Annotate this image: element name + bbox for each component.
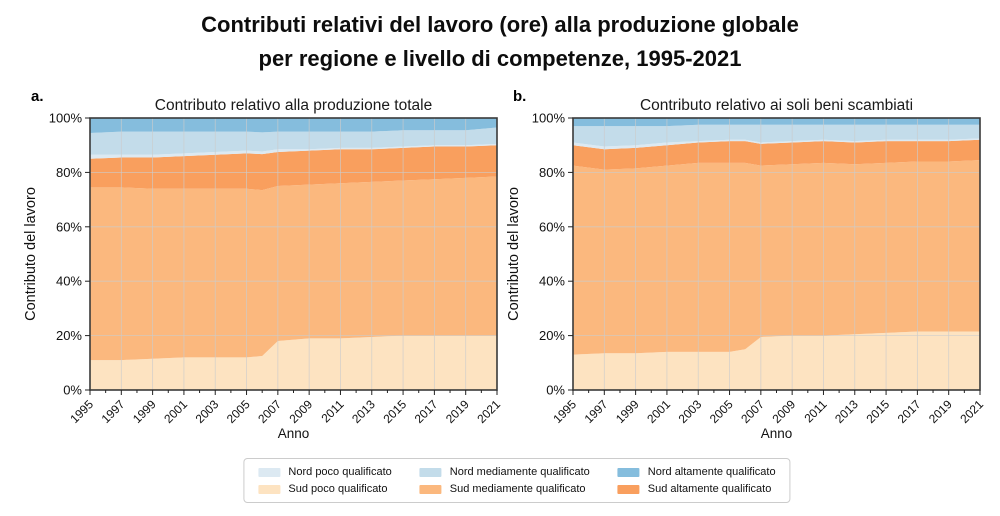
x-tick-label: 2019	[926, 397, 955, 426]
x-tick-label: 1995	[550, 397, 579, 426]
legend-swatch-nord-alt	[617, 467, 640, 477]
area-sud-poco	[573, 331, 980, 390]
figure-title-line1: Contributi relativi del lavoro (ore) all…	[201, 12, 799, 37]
area-sud-alt	[573, 139, 980, 170]
x-tick-label: 2013	[832, 397, 861, 426]
legend-swatch-nord-med	[419, 467, 442, 477]
x-axis-label: Anno	[761, 426, 793, 441]
figure-title: Contributi relativi del lavoro (ore) all…	[0, 8, 1000, 76]
y-tick-label: 80%	[539, 165, 565, 180]
subplot-title: Contributo relativo alla produzione tota…	[155, 97, 432, 114]
stacked-areas	[90, 118, 497, 390]
gridlines	[573, 118, 980, 390]
area-sud-poco	[90, 335, 497, 390]
legend-label-sud-poco: Sud poco qualificato	[288, 483, 388, 495]
legend-item-sud-med: Sud mediamente qualificato	[419, 483, 590, 495]
area-nord-alt	[90, 118, 497, 133]
x-tick-label: 2013	[349, 397, 378, 426]
ticks	[568, 117, 981, 395]
legend-swatch-sud-med	[419, 484, 442, 494]
x-tick-label: 1995	[67, 397, 96, 426]
legend: Nord poco qualificato Nord mediamente qua…	[243, 458, 791, 503]
legend-label-nord-med: Nord mediamente qualificato	[449, 466, 590, 478]
x-tick-label: 2021	[957, 397, 986, 426]
x-tick-label: 1999	[613, 397, 642, 426]
x-tick-label: 2009	[769, 397, 798, 426]
x-tick-label: 2011	[801, 397, 829, 425]
y-axis-label: Contributo del lavoro	[506, 187, 522, 321]
x-tick-label: 2005	[707, 397, 736, 426]
x-tick-label: 1999	[130, 397, 159, 426]
x-tick-label: 1997	[99, 397, 128, 426]
y-tick-label: 20%	[539, 328, 565, 343]
y-tick-label: 40%	[539, 274, 565, 289]
panel-label-b: b.	[513, 88, 527, 105]
x-tick-label: 2005	[224, 397, 253, 426]
legend-item-sud-alt: Sud altamente qualificato	[617, 483, 776, 495]
area-nord-med	[573, 124, 980, 147]
legend-item-sud-poco: Sud poco qualificato	[258, 483, 391, 495]
y-tick-label: 0%	[546, 383, 565, 398]
chart-b-canvas: 1995 1997 1999 2001 2003 2005 2007 2009 2011 2013…	[506, 97, 986, 441]
chart-a-canvas: 1995 1997 1999 2001 2003 2005 2007 2009 2011 2013…	[23, 97, 503, 441]
x-tick-label: 2009	[286, 397, 315, 426]
figure-title-line2: per regione e livello di competenze, 199…	[258, 46, 742, 71]
x-tick-label: 2015	[863, 397, 892, 426]
legend-label-sud-med: Sud mediamente qualificato	[449, 483, 586, 495]
area-sud-med	[573, 160, 980, 355]
y-tick-label: 60%	[56, 219, 82, 234]
panel-label-a: a.	[31, 88, 44, 105]
y-axis-label: Contributo del lavoro	[23, 187, 39, 321]
x-tick-label: 2001	[644, 397, 673, 426]
x-tick-label: 2001	[161, 397, 190, 426]
legend-label-nord-alt: Nord altamente qualificato	[647, 466, 776, 478]
x-tick-label: 2007	[738, 397, 767, 426]
legend-item-nord-med: Nord mediamente qualificato	[419, 466, 590, 478]
y-tick-label: 60%	[539, 219, 565, 234]
x-tick-label: 2017	[412, 397, 441, 426]
legend-swatch-sud-alt	[617, 484, 640, 494]
legend-item-nord-poco: Nord poco qualificato	[258, 466, 392, 478]
gridlines	[90, 118, 497, 390]
area-nord-alt	[573, 118, 980, 127]
stacked-areas	[573, 118, 980, 390]
x-tick-label: 2003	[676, 397, 705, 426]
area-nord-med	[90, 127, 497, 155]
x-tick-label: 2019	[443, 397, 472, 426]
x-tick-label: 1997	[582, 397, 611, 426]
x-tick-label: 2003	[193, 397, 222, 426]
y-tick-label: 40%	[56, 274, 82, 289]
area-nord-poco	[573, 138, 980, 150]
legend-item-nord-alt: Nord altamente qualificato	[617, 466, 776, 478]
subplot-title: Contributo relativo ai soli beni scambia…	[640, 97, 913, 114]
x-tick-label: 2007	[255, 397, 284, 426]
area-sud-med	[90, 176, 497, 361]
legend-label-nord-poco: Nord poco qualificato	[288, 466, 392, 478]
y-tick-label: 80%	[56, 165, 82, 180]
legend-swatch-nord-poco	[258, 467, 281, 477]
legend-label-sud-alt: Sud altamente qualificato	[647, 483, 772, 495]
area-sud-alt	[90, 145, 497, 191]
y-tick-label: 100%	[49, 111, 83, 126]
x-tick-label: 2015	[380, 397, 409, 426]
legend-swatch-sud-poco	[258, 484, 281, 494]
x-tick-label: 2011	[318, 397, 346, 425]
ticks	[85, 117, 498, 395]
x-tick-label: 2017	[895, 397, 924, 426]
y-tick-label: 0%	[63, 383, 82, 398]
x-axis-label: Anno	[278, 426, 310, 441]
y-tick-label: 100%	[532, 111, 566, 126]
y-tick-label: 20%	[56, 328, 82, 343]
